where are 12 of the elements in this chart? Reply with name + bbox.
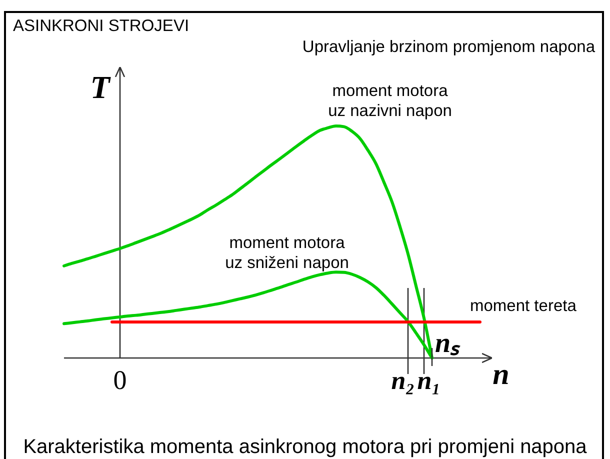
text: Karakteristika momenta asinkronog motora pri promjeni napona	[23, 436, 588, 458]
chart-subtitle: Upravljanje brzinom promjenom napona	[302, 38, 596, 56]
series-label: moment motora uz nazivni napon	[328, 82, 452, 120]
chart-title: ASINKRONI STROJEVI	[13, 17, 190, 35]
x-tick-label: n₁	[417, 366, 441, 395]
x-axis-title: n	[492, 358, 510, 391]
y-axis-title: T	[90, 69, 112, 105]
x-tick-label: n₂	[391, 366, 415, 395]
annotation: nₛ	[435, 328, 461, 359]
series-label: moment motora uz sniženi napon	[225, 234, 349, 272]
series-label: moment tereta	[470, 297, 578, 316]
x-tick-label: 0	[113, 365, 127, 395]
